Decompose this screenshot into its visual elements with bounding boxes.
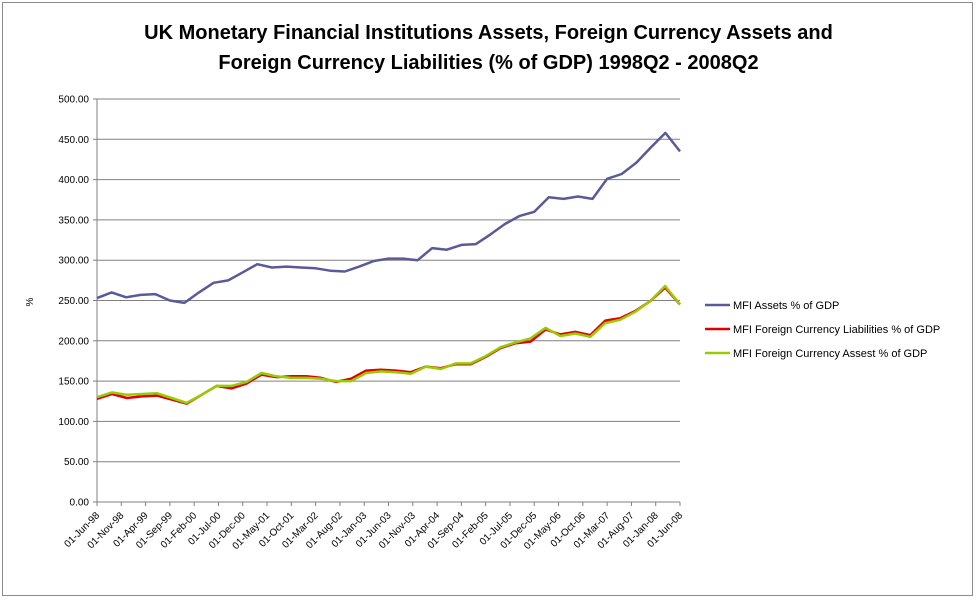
series-line-1	[96, 131, 681, 305]
series-lines	[96, 131, 681, 405]
y-tick-label: 150.00	[58, 377, 89, 388]
y-tick-label: 50.00	[64, 457, 89, 468]
legend-label: MFI Foreign Currency Assest % of GDP	[733, 348, 927, 360]
gridlines	[97, 98, 680, 463]
series-line-2	[96, 286, 681, 405]
y-tick-label: 500.00	[58, 95, 89, 106]
legend-label: MFI Foreign Currency Liabilities % of GD…	[733, 324, 940, 336]
y-tick-label: 350.00	[58, 215, 89, 226]
y-axis-label: %	[25, 297, 36, 306]
y-tick-label: 450.00	[58, 135, 89, 146]
y-tick-label: 200.00	[58, 336, 89, 347]
y-tick-label: 0.00	[70, 498, 90, 509]
chart-title: UK Monetary Financial Institutions Asset…	[0, 18, 977, 78]
y-tick-label: 250.00	[58, 296, 89, 307]
y-tick-label: 400.00	[58, 175, 89, 186]
y-tick-label: 100.00	[58, 417, 89, 428]
chart-title-line2: Foreign Currency Liabilities (% of GDP) …	[218, 52, 759, 74]
legend-label: MFI Assets % of GDP	[733, 300, 839, 312]
axes: 0.00 50.00 100.00 150.00 200.00 250.00 300.00 3…	[58, 95, 685, 552]
series-line-3	[96, 284, 681, 405]
legend: MFI Assets % of GDP MFI Foreign Currency …	[705, 300, 940, 360]
chart-title-line1: UK Monetary Financial Institutions Asset…	[144, 22, 833, 44]
y-tick-label: 300.00	[58, 256, 89, 267]
